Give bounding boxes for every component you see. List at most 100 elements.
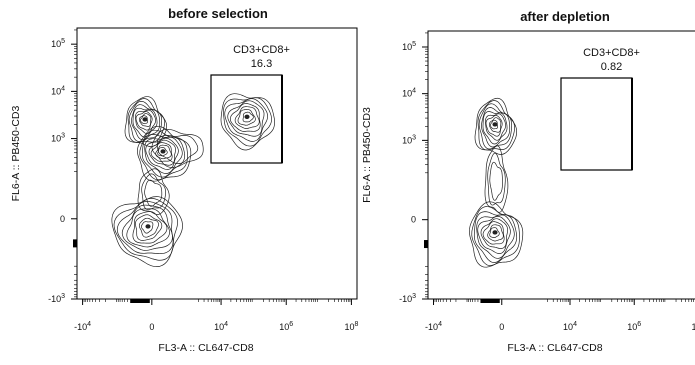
panel-2: after depletionCD3+CD8+0.82-103010310410… — [361, 9, 695, 354]
population-contour — [488, 117, 502, 133]
population-contour — [474, 97, 517, 155]
population-core — [145, 224, 151, 229]
population-contour — [477, 100, 515, 151]
y-tick-label-exp: 5 — [61, 38, 65, 45]
population-contour — [485, 113, 506, 141]
population-contour — [478, 103, 513, 150]
gate-name: CD3+CD8+ — [583, 47, 640, 59]
y-tick-label-exp: 5 — [412, 41, 416, 48]
x-rug — [130, 299, 150, 303]
population-contour — [227, 100, 265, 137]
population-contour — [490, 119, 499, 130]
gate-rect[interactable] — [560, 77, 633, 171]
x-tick-label-exp: 4 — [224, 321, 228, 328]
y-tick-label: 105 — [51, 38, 65, 49]
population-contour — [224, 98, 268, 142]
chart-title: before selection — [168, 6, 268, 21]
axis-rug — [424, 240, 500, 303]
x-tick-label-base: 10 — [344, 322, 354, 332]
x-tick-label-base: 0 — [499, 322, 504, 332]
population-contour — [150, 142, 173, 162]
population-contour — [138, 113, 152, 127]
population-contour — [148, 139, 176, 166]
population-contour — [141, 221, 154, 234]
x-tick-label-base: 10 — [627, 322, 637, 332]
y-tick-label-base: 0 — [60, 214, 65, 224]
contour-group — [111, 93, 275, 267]
x-rug — [480, 299, 500, 303]
bridge-contour — [151, 128, 204, 168]
population-contour — [127, 98, 165, 143]
gate-value: 16.3 — [251, 58, 272, 70]
population-contour — [220, 93, 275, 151]
x-tick-label: -104 — [74, 321, 91, 332]
y-rug — [424, 240, 428, 249]
population-contour — [145, 137, 179, 170]
population-contour — [135, 111, 153, 131]
y-tick-label-exp: 3 — [61, 133, 65, 140]
population-contour — [116, 201, 174, 255]
population-contour — [482, 111, 508, 145]
population-contour — [237, 109, 256, 126]
population-contour — [234, 106, 260, 129]
x-tick-label-exp: 4 — [87, 321, 91, 328]
population-contour — [155, 144, 172, 160]
plot-frame — [427, 30, 695, 300]
bridge-contour — [487, 152, 506, 206]
y-axis-label: FL6-A :: PB450-CD3 — [361, 107, 373, 203]
population-contour — [489, 227, 500, 238]
y-tick-label: 104 — [51, 85, 65, 96]
x-tick-label-base: -10 — [425, 322, 438, 332]
population-contour — [141, 134, 186, 178]
x-tick-label-base: 0 — [149, 322, 154, 332]
y-tick-label-base: -10 — [48, 294, 61, 304]
y-tick-label-exp: 3 — [412, 293, 416, 300]
y-rug — [73, 239, 77, 248]
x-tick-label-exp: 8 — [354, 321, 358, 328]
y-tick-label-exp: 3 — [61, 293, 65, 300]
y-tick-label-exp: 4 — [412, 88, 416, 95]
population-contour — [469, 201, 524, 268]
chart-title: after depletion — [520, 9, 610, 24]
x-tick-label-base: 10 — [214, 322, 224, 332]
y-tick-label-base: 10 — [51, 86, 61, 96]
y-tick-label-base: -10 — [399, 294, 412, 304]
x-tick-label: 108 — [692, 321, 695, 332]
population-contour — [477, 216, 511, 254]
y-tick-label: 0 — [60, 214, 65, 224]
population-contour — [111, 196, 183, 267]
population-contour — [482, 221, 505, 245]
x-tick-label-exp: 4 — [573, 321, 577, 328]
population-contour — [473, 211, 518, 263]
population-core — [492, 230, 498, 235]
population-contour — [113, 198, 178, 261]
x-tick-label: 104 — [563, 321, 577, 332]
population-contour — [480, 218, 508, 249]
population-contour — [476, 214, 515, 259]
y-tick-label-exp: 4 — [61, 85, 65, 92]
y-tick-label-base: 10 — [402, 135, 412, 145]
x-tick-label-exp: 4 — [438, 321, 442, 328]
gate-name: CD3+CD8+ — [233, 44, 290, 56]
x-tick-label: 108 — [344, 321, 358, 332]
x-tick-label: 0 — [499, 322, 504, 332]
x-tick-label: 106 — [279, 321, 293, 332]
population-contour — [223, 97, 272, 147]
population-contour — [140, 115, 149, 124]
x-tick-label: 106 — [627, 321, 641, 332]
x-tick-label-exp: 6 — [289, 321, 293, 328]
panel-1: before selectionCD3+CD8+16.3-10301031041… — [10, 6, 358, 354]
x-tick-label-base: -10 — [74, 322, 87, 332]
population-contour — [487, 224, 504, 242]
bridge-contour — [144, 179, 163, 207]
y-tick-label-exp: 3 — [412, 134, 416, 141]
plot-frame — [76, 27, 358, 300]
x-tick-label: -104 — [425, 321, 442, 332]
y-tick-label: 104 — [402, 88, 416, 99]
x-tick-label: 104 — [214, 321, 228, 332]
x-tick-label-base: 10 — [279, 322, 289, 332]
y-axis-label: FL6-A :: PB450-CD3 — [10, 105, 22, 201]
x-tick-label-base: 10 — [563, 322, 573, 332]
population-contour — [138, 217, 159, 238]
population-contour — [132, 211, 168, 244]
